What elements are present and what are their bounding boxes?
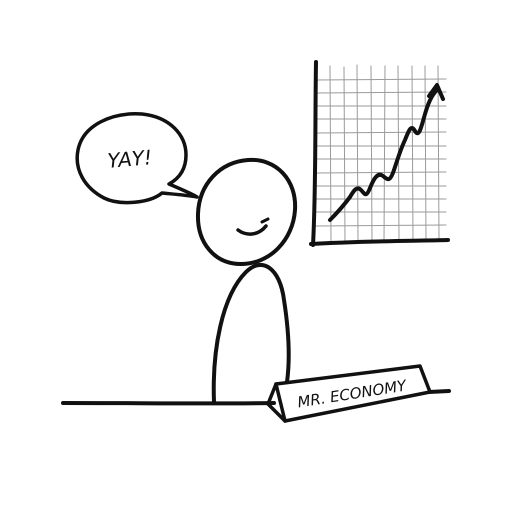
speech-bubble-outline — [75, 112, 199, 205]
nameplate-outline — [274, 364, 432, 423]
wall-chart — [309, 60, 450, 247]
chart-bottom-edge — [309, 238, 450, 246]
speech-text: YAY! — [106, 145, 153, 173]
character-body — [211, 263, 291, 404]
chart-left-edge — [311, 60, 318, 247]
speech-bubble: YAY! — [75, 112, 199, 205]
nameplate-side — [266, 382, 287, 423]
nameplate: MR. ECONOMY — [266, 364, 432, 423]
trend-line — [328, 88, 439, 222]
happy-eye — [236, 224, 268, 236]
character-head — [195, 157, 298, 266]
eye-lash — [260, 217, 270, 224]
character — [195, 157, 298, 404]
desk-edge-right — [427, 389, 451, 394]
trend-arrow-icon — [427, 83, 445, 101]
